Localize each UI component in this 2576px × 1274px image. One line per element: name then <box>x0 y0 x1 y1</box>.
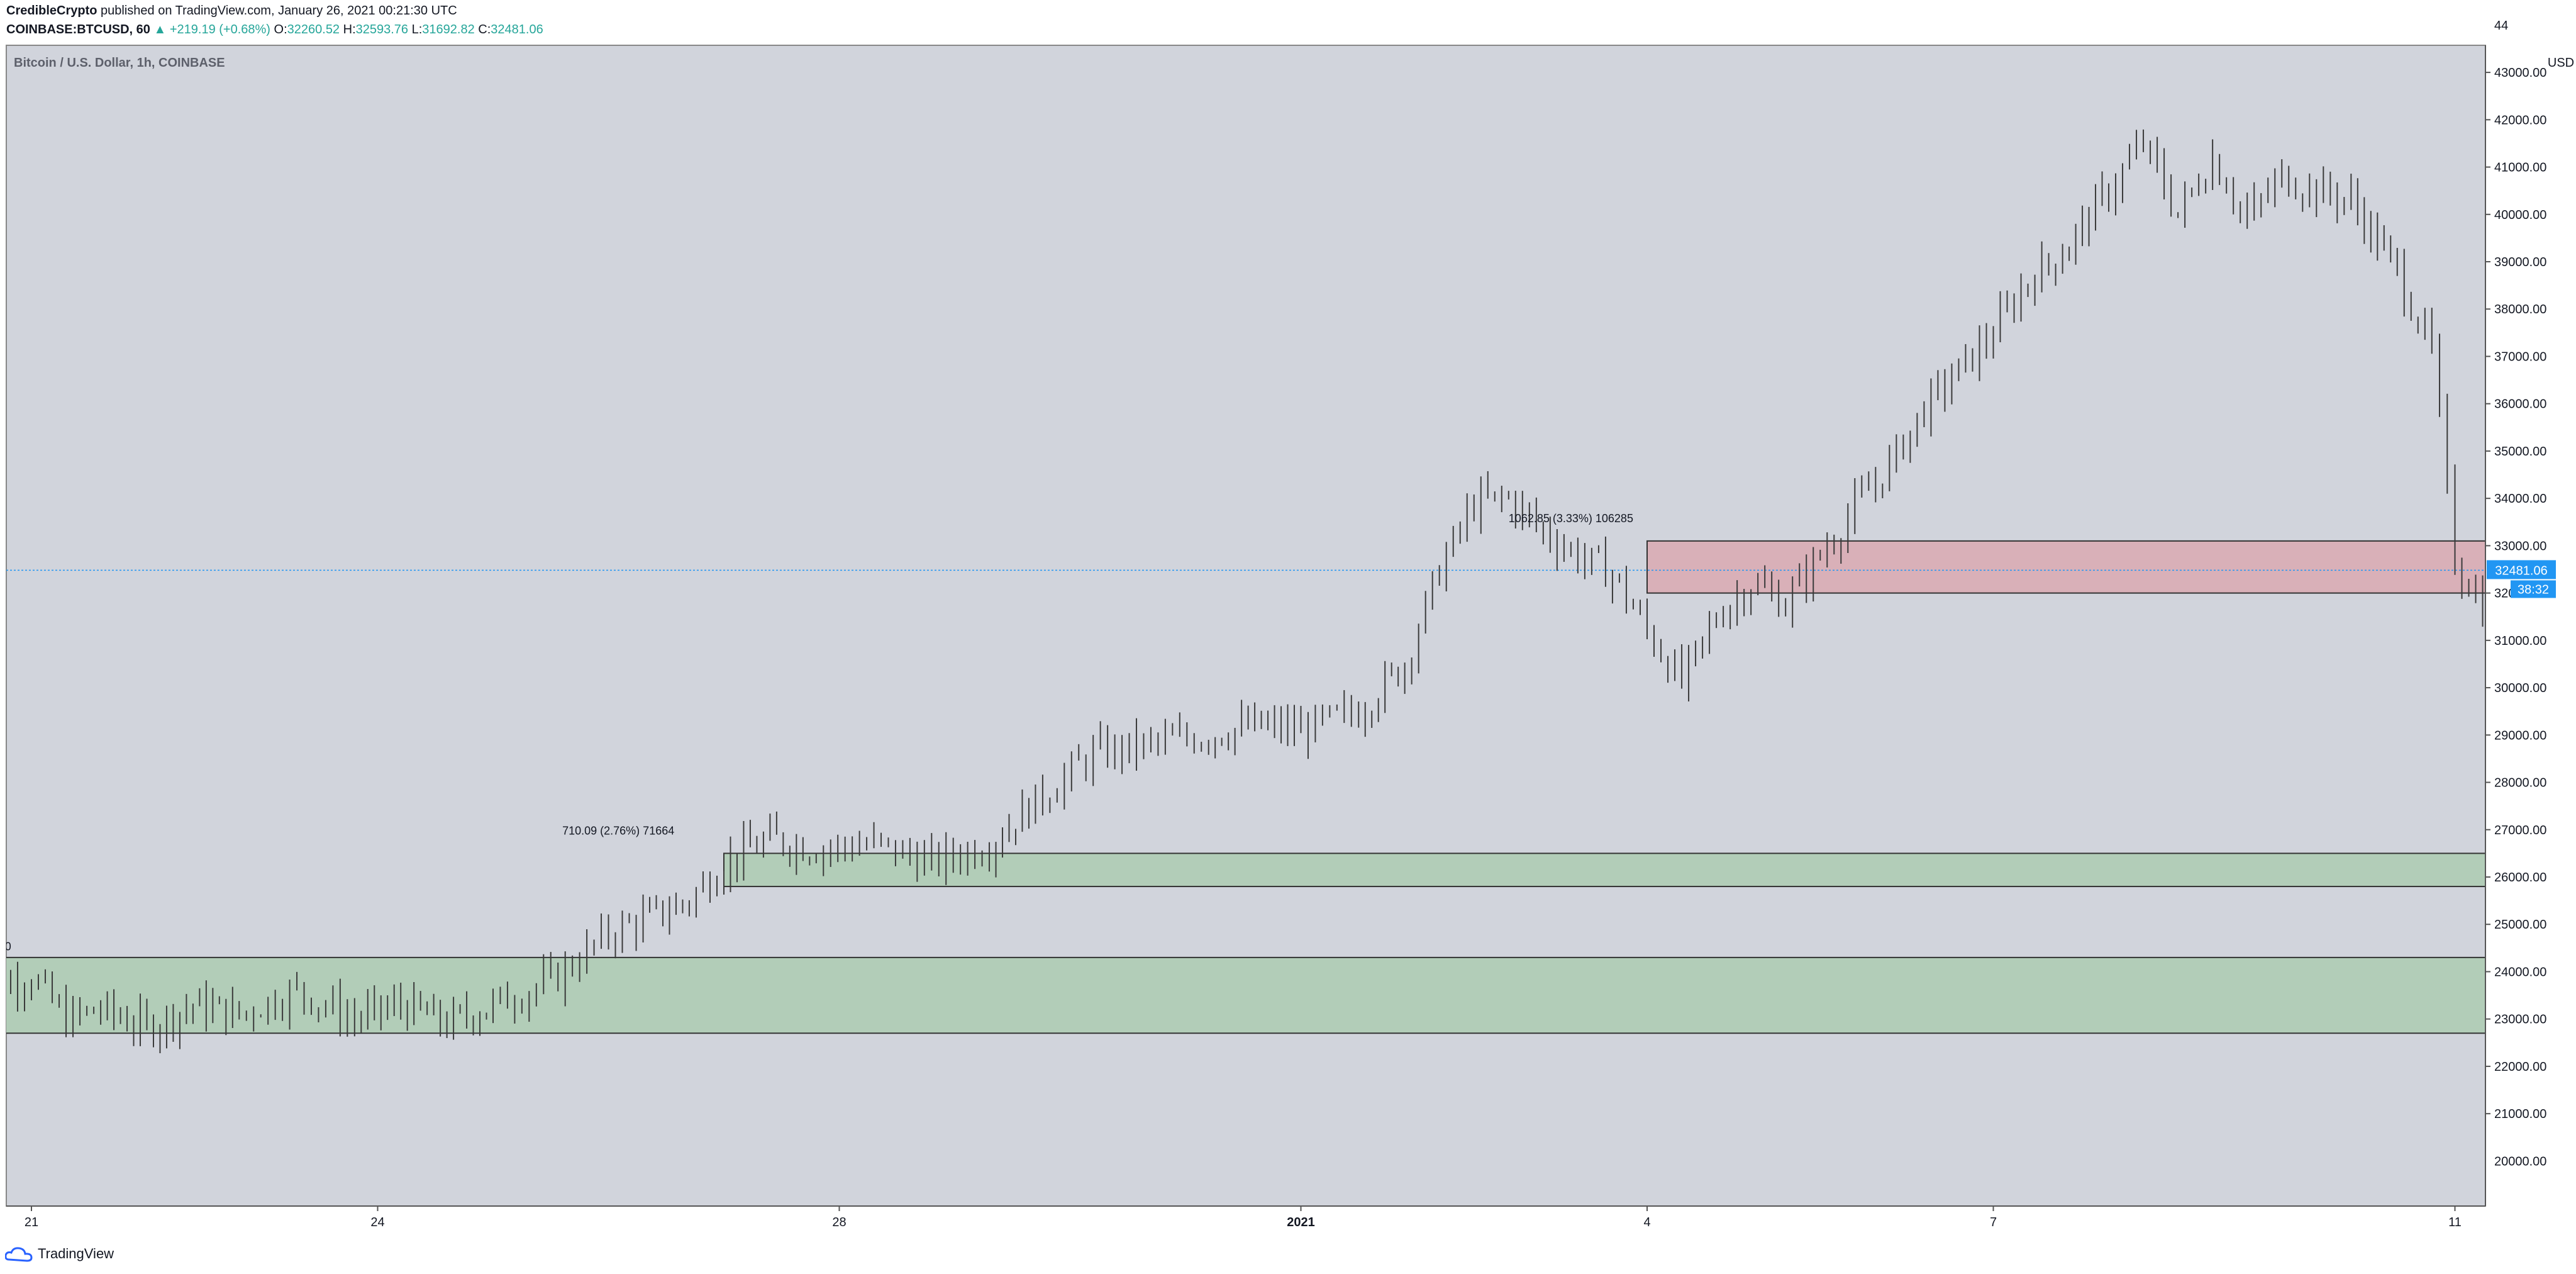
x-tick-label: 21 <box>25 1215 38 1229</box>
x-tick-label: 28 <box>832 1215 846 1229</box>
author-name[interactable]: CredibleCrypto <box>6 4 97 18</box>
upper-green-zone <box>723 852 2485 888</box>
red-zone <box>1646 540 2485 594</box>
y-tick-label: 26000.00 <box>2494 871 2546 885</box>
low-value: 31692.82 <box>422 23 475 36</box>
ohlc-line: COINBASE:BTCUSD, 60 ▲ +219.19 (+0.68%) O… <box>6 23 543 37</box>
countdown-tag <box>2511 580 2556 598</box>
last-price-value: 32481.06 <box>2495 564 2547 578</box>
x-tick-label: 2021 <box>1287 1215 1315 1229</box>
x-tick-label: 11 <box>2448 1215 2462 1229</box>
tradingview-logo[interactable]: TradingView <box>5 1246 114 1262</box>
y-tick-label: 22000.00 <box>2494 1060 2546 1074</box>
y-tick-label: 34000.00 <box>2494 492 2546 506</box>
countdown-value: 38:32 <box>2518 583 2549 596</box>
x-tick-label: 4 <box>1643 1215 1650 1229</box>
y-tick-label: 33000.00 <box>2494 539 2546 553</box>
y-tick-label: 42000.00 <box>2494 113 2546 127</box>
y-tick-label: 40000.00 <box>2494 208 2546 222</box>
open-label: O: <box>274 23 287 36</box>
x-tick-label: 7 <box>1990 1215 1997 1229</box>
y-tick-label: 28000.00 <box>2494 776 2546 790</box>
close-value: 32481.06 <box>491 23 543 36</box>
chart-title: Bitcoin / U.S. Dollar, 1h, COINBASE <box>14 56 225 70</box>
y-tick-label: 41000.00 <box>2494 161 2546 175</box>
y-tick-label-partial: 44 <box>2494 19 2508 33</box>
brand-text: TradingView <box>38 1246 114 1261</box>
close-label: C: <box>478 23 491 36</box>
price-change: ▲ +219.19 (+0.68%) <box>153 23 270 36</box>
y-tick-label: 27000.00 <box>2494 824 2546 837</box>
y-tick-label: 21000.00 <box>2494 1107 2546 1121</box>
y-tick-label: 38000.00 <box>2494 303 2546 316</box>
y-tick-label: 31000.00 <box>2494 634 2546 648</box>
high-label: H: <box>343 23 356 36</box>
open-value: 32260.52 <box>287 23 340 36</box>
low-label: L: <box>411 23 423 36</box>
publish-line: CredibleCrypto published on TradingView.… <box>6 4 457 18</box>
lower-green-zone <box>6 956 2485 1034</box>
y-tick-label: 30000.00 <box>2494 681 2546 695</box>
y-tick-label: 43000.00 <box>2494 66 2546 80</box>
last-price-tag <box>2487 560 2556 579</box>
measure-label-1: 710.09 (2.76%) 71664 <box>562 824 674 837</box>
y-tick-label-partial: 20000.00 <box>2494 1154 2546 1168</box>
y-tick-label: 23000.00 <box>2494 1013 2546 1027</box>
publish-info: published on TradingView.com, January 26… <box>101 4 457 18</box>
measure-label-0: %) 157060 <box>0 941 11 953</box>
symbol-label[interactable]: COINBASE:BTCUSD, 60 <box>6 23 150 36</box>
y-tick-label: 37000.00 <box>2494 350 2546 364</box>
currency-label: USD <box>2548 56 2574 70</box>
y-tick-label: 29000.00 <box>2494 729 2546 742</box>
y-tick-label: 35000.00 <box>2494 445 2546 459</box>
y-tick-label: 36000.00 <box>2494 398 2546 411</box>
plot-layer: %) 157060 710.09 (2.76%) 71664 1062.85 (3.… <box>0 129 2485 1054</box>
y-tick-label: 24000.00 <box>2494 965 2546 979</box>
x-tick-label: 24 <box>370 1215 384 1229</box>
high-value: 32593.76 <box>355 23 409 36</box>
y-tick-label: 39000.00 <box>2494 255 2546 269</box>
measure-label-2: 1062.85 (3.33%) 106285 <box>1509 512 1633 525</box>
y-tick-label: 25000.00 <box>2494 918 2546 932</box>
tradingview-cloud-icon <box>5 1247 33 1262</box>
